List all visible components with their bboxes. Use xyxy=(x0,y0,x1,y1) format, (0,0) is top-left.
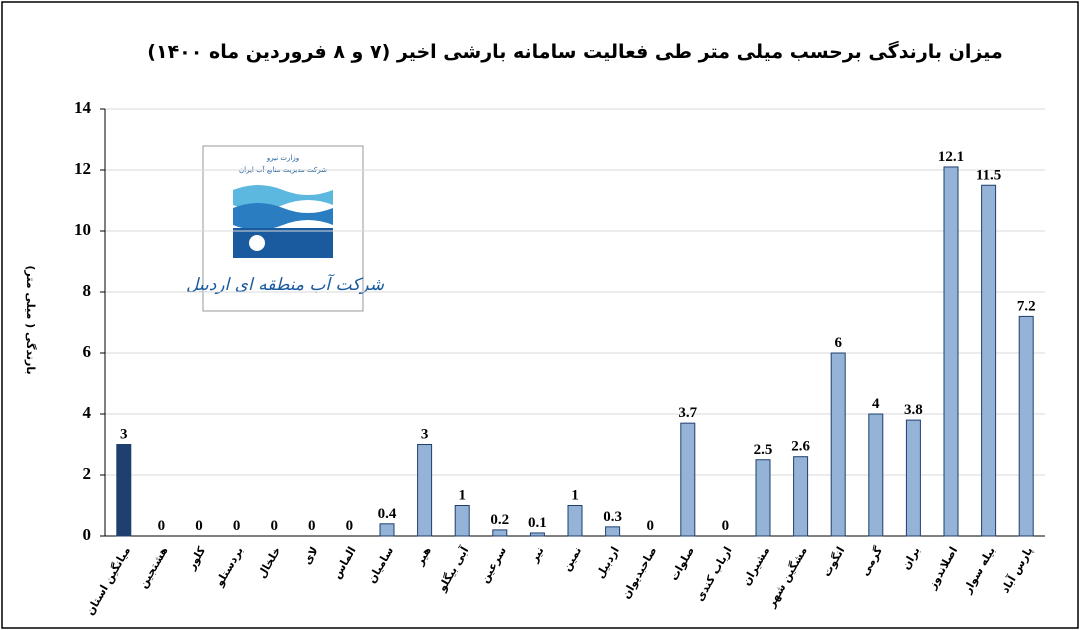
y-tick-label: 12 xyxy=(74,159,91,178)
value-label: 11.5 xyxy=(976,167,1001,183)
x-tick-label: هیر xyxy=(413,545,434,569)
x-tick-label: خلخال xyxy=(255,545,283,581)
value-label: 0 xyxy=(646,518,654,534)
x-tick-label: بران xyxy=(899,545,922,572)
x-tick-label: مشیران xyxy=(740,545,773,588)
x-tick-label: اصلاندوز xyxy=(925,545,960,593)
bar xyxy=(116,444,132,537)
bar xyxy=(830,352,846,537)
x-tick-label: مشگین شهر xyxy=(764,545,810,611)
bar xyxy=(868,413,884,537)
value-label: 0.3 xyxy=(603,509,622,525)
bar xyxy=(943,166,959,537)
bar xyxy=(454,505,470,537)
value-label: 3 xyxy=(421,427,429,443)
x-tick-label: نیر xyxy=(527,545,546,566)
logo-ministry: وزارت نیرو xyxy=(266,154,299,162)
chart-title: میزان بارندگی برحسب میلی متر طی فعالیت س… xyxy=(147,40,1002,63)
bar xyxy=(379,523,395,537)
value-label: 0 xyxy=(158,518,166,534)
y-tick-label: 14 xyxy=(74,98,92,117)
value-label: 4 xyxy=(872,396,880,412)
x-tick-label: صاحبدیوان xyxy=(619,545,659,601)
y-tick-label: 6 xyxy=(83,342,92,361)
value-label: 0.4 xyxy=(378,506,397,522)
logo-name: شرکت آب منطقه ای اردبیل xyxy=(186,274,385,295)
y-tick-label: 2 xyxy=(83,464,92,483)
value-label: 12.1 xyxy=(938,149,964,165)
value-label: 0 xyxy=(308,518,316,534)
x-tick-label: کلور xyxy=(184,544,208,573)
x-tick-label: ارباب کندی xyxy=(693,545,735,604)
bar xyxy=(605,526,621,537)
bar xyxy=(529,532,545,537)
x-tick-label: بیله سوار xyxy=(960,545,997,597)
x-tick-label: سامیان xyxy=(365,545,396,586)
x-tick-label: سرعین xyxy=(478,545,509,586)
bar xyxy=(981,184,997,537)
x-tick-label: اردبیل xyxy=(593,545,621,581)
x-tick-label: لای xyxy=(301,545,321,567)
value-label: 2.6 xyxy=(791,439,810,455)
bar xyxy=(905,419,921,537)
x-tick-label: هشتجین xyxy=(137,545,171,591)
value-label: 0 xyxy=(722,518,730,534)
value-label: 0 xyxy=(346,518,354,534)
value-label: 1 xyxy=(458,488,466,504)
x-tick-label: انگوت xyxy=(820,545,847,579)
x-tick-label: آبی بیگلو xyxy=(434,544,471,595)
x-tick-label: پارس آباد xyxy=(998,544,1036,595)
bar xyxy=(793,456,809,537)
value-label: 0.2 xyxy=(490,512,509,528)
bar xyxy=(492,529,508,537)
logo-base xyxy=(233,228,333,258)
x-tick-label: گرمی xyxy=(858,544,885,578)
value-label: 7.2 xyxy=(1017,298,1036,314)
y-tick-label: 4 xyxy=(83,403,92,422)
x-tick-label: میانگین استان xyxy=(83,545,133,618)
value-label: 0 xyxy=(195,518,203,534)
value-label: 0 xyxy=(233,518,241,534)
value-label: 1 xyxy=(571,488,579,504)
logo-box xyxy=(202,145,364,312)
bar xyxy=(680,422,696,537)
logo: وزارت نیرو شرکت مدیریت منابع آب ایران شر… xyxy=(186,145,385,312)
x-tick-label: بردستلو xyxy=(212,545,245,590)
bar xyxy=(755,459,771,537)
y-tick-label: 10 xyxy=(74,220,91,239)
logo-wave xyxy=(233,203,333,230)
value-label: 0.1 xyxy=(528,515,547,531)
value-label: 2.5 xyxy=(754,442,773,458)
bar xyxy=(567,505,583,537)
value-label: 6 xyxy=(834,335,842,351)
logo-sun xyxy=(249,235,265,251)
y-axis-label: بارندگی ( میلی متر) xyxy=(24,265,37,374)
y-tick-label: 0 xyxy=(83,525,92,544)
bar xyxy=(417,444,433,537)
x-tick-label: صلوات xyxy=(667,545,697,583)
value-label: 3.7 xyxy=(678,405,697,421)
x-tick-label: نمین xyxy=(560,545,584,574)
x-tick-label: الماس xyxy=(330,545,359,581)
y-tick-label: 8 xyxy=(83,281,92,300)
value-label: 3.8 xyxy=(904,402,923,418)
value-label: 3 xyxy=(120,427,128,443)
value-label: 0 xyxy=(270,518,278,534)
bar xyxy=(1018,315,1034,537)
